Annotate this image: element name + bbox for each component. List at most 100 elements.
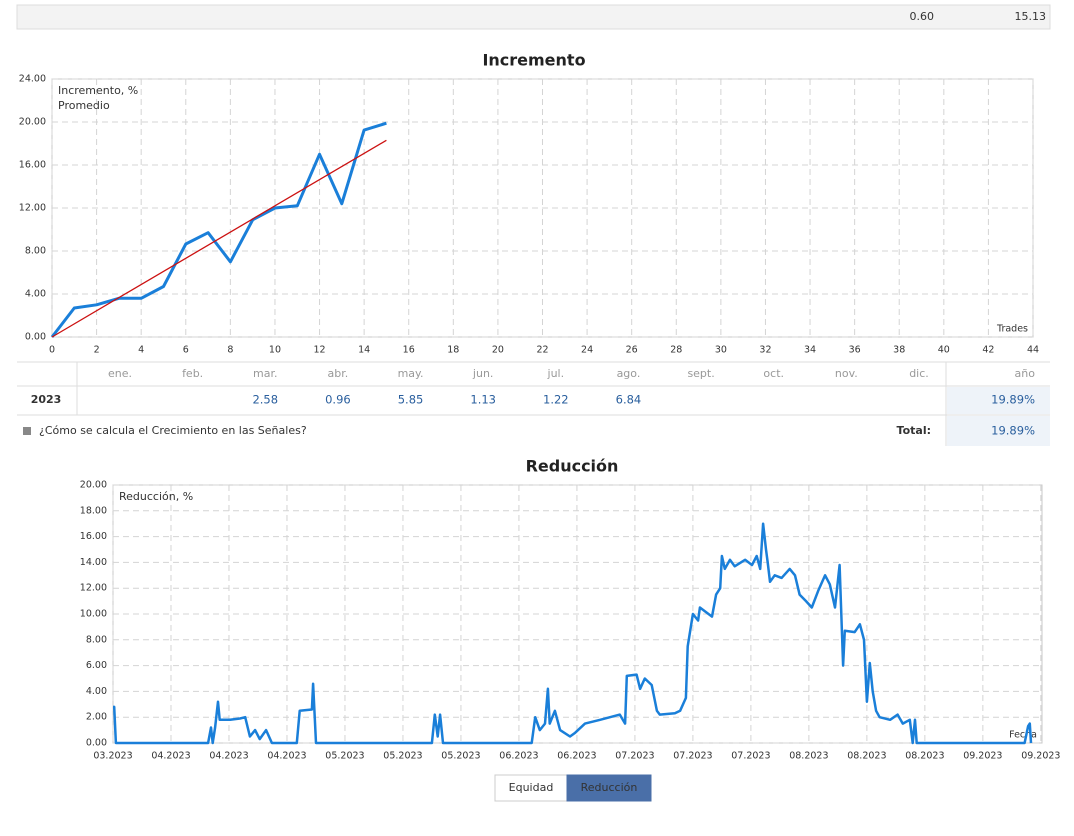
x-tick-label: 07.2023 <box>673 751 712 762</box>
legend-entry: Incremento, % <box>58 84 138 97</box>
x-tick-label: 36 <box>849 345 861 356</box>
y-tick-label: 4.00 <box>86 686 107 697</box>
y-tick-label: 12.00 <box>80 583 107 594</box>
x-tick-label: 03.2023 <box>93 751 132 762</box>
chart-title: Incremento <box>482 51 585 70</box>
help-link[interactable]: ¿Cómo se calcula el Crecimiento en las S… <box>39 424 307 437</box>
x-tick-label: 05.2023 <box>383 751 422 762</box>
y-tick-label: 18.00 <box>80 505 107 516</box>
x-tick-label: 04.2023 <box>151 751 190 762</box>
x-tick-label: 38 <box>893 345 905 356</box>
y-tick-label: 8.00 <box>25 246 46 257</box>
y-tick-label: 0.00 <box>25 332 46 343</box>
y-tick-label: 0.00 <box>86 738 107 749</box>
y-tick-label: 16.00 <box>80 531 107 542</box>
month-header: ago. <box>617 367 641 380</box>
month-header: abr. <box>328 367 349 380</box>
y-tick-label: 2.00 <box>86 712 107 723</box>
y-tick-label: 4.00 <box>25 289 46 300</box>
x-tick-label: 05.2023 <box>325 751 364 762</box>
y-tick-label: 20.00 <box>19 117 46 128</box>
x-tick-label: 6 <box>183 345 189 356</box>
x-tick-label: 12 <box>313 345 325 356</box>
summary-value: 15.13 <box>1015 10 1047 23</box>
month-header: dic. <box>909 367 929 380</box>
y-tick-label: 16.00 <box>19 160 46 171</box>
tab-label[interactable]: Reducción <box>581 781 638 794</box>
chart-title: Reducción <box>526 457 619 476</box>
x-tick-label: 26 <box>626 345 638 356</box>
y-tick-label: 6.00 <box>86 660 107 671</box>
x-tick-label: 44 <box>1027 345 1039 356</box>
month-header: ene. <box>108 367 132 380</box>
month-header: jul. <box>547 367 565 380</box>
month-header: oct. <box>763 367 784 380</box>
year-label: 2023 <box>31 393 62 406</box>
tab-label[interactable]: Equidad <box>509 781 554 794</box>
x-tick-label: 14 <box>358 345 370 356</box>
y-tick-label: 12.00 <box>19 203 46 214</box>
month-header: jun. <box>472 367 494 380</box>
month-header: feb. <box>182 367 203 380</box>
x-tick-label: 07.2023 <box>731 751 770 762</box>
x-axis-label: Fecha <box>1009 730 1037 741</box>
x-tick-label: 0 <box>49 345 55 356</box>
tab-reduccion[interactable] <box>566 774 652 802</box>
x-tick-label: 18 <box>447 345 459 356</box>
x-tick-label: 32 <box>759 345 771 356</box>
month-value: 5.85 <box>398 393 424 407</box>
x-tick-label: 2 <box>94 345 100 356</box>
x-tick-label: 09.2023 <box>963 751 1002 762</box>
y-tick-label: 20.00 <box>80 480 107 491</box>
month-header: mar. <box>253 367 277 380</box>
x-tick-label: 8 <box>227 345 233 356</box>
total-label: Total: <box>897 424 931 437</box>
x-tick-label: 05.2023 <box>441 751 480 762</box>
info-icon <box>23 427 31 435</box>
year-header: año <box>1015 367 1036 380</box>
x-tick-label: 10 <box>269 345 281 356</box>
legend-entry: Reducción, % <box>119 490 193 503</box>
x-tick-label: 4 <box>138 345 144 356</box>
x-tick-label: 09.2023 <box>1021 751 1060 762</box>
total-cell-bg <box>947 387 1050 414</box>
legend-entry: Promedio <box>58 99 110 112</box>
summary-value: 0.60 <box>910 10 935 23</box>
x-tick-label: 08.2023 <box>847 751 886 762</box>
y-tick-label: 8.00 <box>86 634 107 645</box>
y-tick-label: 24.00 <box>19 74 46 85</box>
x-tick-label: 34 <box>804 345 816 356</box>
month-value: 0.96 <box>325 393 351 407</box>
x-tick-label: 08.2023 <box>905 751 944 762</box>
x-tick-label: 24 <box>581 345 593 356</box>
y-tick-label: 10.00 <box>80 609 107 620</box>
month-value: 1.22 <box>543 393 569 407</box>
summary-row <box>16 4 1051 30</box>
x-tick-label: 07.2023 <box>615 751 654 762</box>
x-tick-label: 16 <box>403 345 415 356</box>
line-series <box>51 139 387 338</box>
month-value: 1.13 <box>470 393 496 407</box>
month-value: 2.58 <box>252 393 278 407</box>
x-tick-label: 28 <box>670 345 682 356</box>
y-tick-label: 14.00 <box>80 557 107 568</box>
x-tick-label: 04.2023 <box>209 751 248 762</box>
year-total: 19.89% <box>991 393 1035 407</box>
x-tick-label: 04.2023 <box>267 751 306 762</box>
line-series <box>112 522 1033 745</box>
x-tick-label: 08.2023 <box>789 751 828 762</box>
x-axis-label: Trades <box>996 324 1028 335</box>
month-value: 6.84 <box>616 393 642 407</box>
x-tick-label: 20 <box>492 345 504 356</box>
month-header: may. <box>398 367 424 380</box>
x-tick-label: 06.2023 <box>499 751 538 762</box>
total-cell-bg <box>947 416 1050 446</box>
tab-equidad[interactable] <box>494 774 568 802</box>
x-tick-label: 30 <box>715 345 727 356</box>
x-tick-label: 40 <box>938 345 950 356</box>
month-header: nov. <box>835 367 858 380</box>
x-tick-label: 42 <box>982 345 994 356</box>
month-header: sept. <box>687 367 714 380</box>
total-value: 19.89% <box>991 424 1035 438</box>
